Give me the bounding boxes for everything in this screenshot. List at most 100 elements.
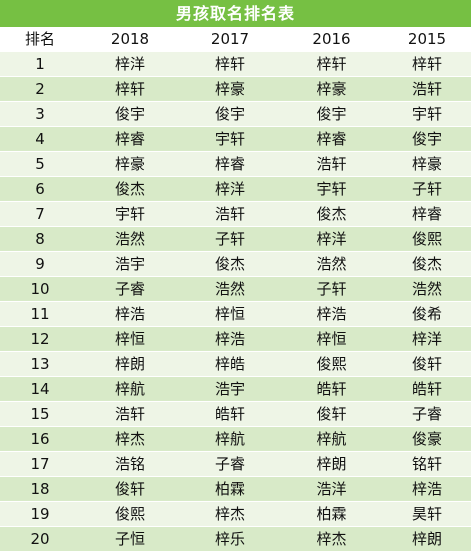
cell-name-2017: 俊宇 [180,102,280,127]
cell-name-2016: 子轩 [280,277,383,302]
cell-name-2017: 梓豪 [180,77,280,102]
cell-name-2018: 梓朗 [80,352,180,377]
cell-name-2018: 宇轩 [80,202,180,227]
cell-rank: 10 [0,277,80,302]
cell-name-2017: 梓洋 [180,177,280,202]
cell-name-2017: 子睿 [180,452,280,477]
header-2017: 2017 [180,27,280,52]
cell-name-2016: 梓豪 [280,77,383,102]
cell-name-2018: 梓浩 [80,302,180,327]
cell-name-2016: 梓浩 [280,302,383,327]
cell-name-2015: 梓睿 [383,202,471,227]
cell-rank: 9 [0,252,80,277]
cell-name-2017: 梓浩 [180,327,280,352]
cell-name-2018: 梓洋 [80,52,180,77]
cell-name-2018: 梓豪 [80,152,180,177]
cell-rank: 5 [0,152,80,177]
cell-name-2017: 宇轩 [180,127,280,152]
cell-name-2017: 子轩 [180,227,280,252]
cell-name-2018: 俊熙 [80,502,180,527]
cell-name-2016: 梓恒 [280,327,383,352]
cell-name-2018: 梓睿 [80,127,180,152]
cell-name-2017: 浩宇 [180,377,280,402]
cell-name-2015: 梓轩 [383,52,471,77]
cell-rank: 19 [0,502,80,527]
cell-name-2016: 浩洋 [280,477,383,502]
cell-rank: 14 [0,377,80,402]
cell-name-2018: 浩轩 [80,402,180,427]
cell-name-2015: 俊轩 [383,352,471,377]
cell-name-2015: 梓豪 [383,152,471,177]
cell-name-2016: 俊熙 [280,352,383,377]
cell-rank: 2 [0,77,80,102]
cell-name-2018: 子恒 [80,527,180,552]
cell-name-2018: 子睿 [80,277,180,302]
cell-name-2016: 柏霖 [280,502,383,527]
cell-name-2015: 浩然 [383,277,471,302]
header-2018: 2018 [80,27,180,52]
cell-rank: 6 [0,177,80,202]
cell-rank: 1 [0,52,80,77]
cell-name-2018: 梓航 [80,377,180,402]
cell-name-2018: 梓轩 [80,77,180,102]
table-grid: 排名 2018 2017 2016 2015 1 梓洋 梓轩 梓轩 梓轩 2 梓轩 梓豪 梓豪浩… [0,27,471,552]
cell-name-2017: 浩轩 [180,202,280,227]
cell-name-2015: 梓朗 [383,527,471,552]
cell-name-2015: 浩轩 [383,77,471,102]
cell-name-2018: 浩铭 [80,452,180,477]
cell-name-2016: 浩轩 [280,152,383,177]
cell-name-2015: 昊轩 [383,502,471,527]
cell-name-2017: 梓轩 [180,52,280,77]
cell-name-2016: 俊宇 [280,102,383,127]
cell-rank: 20 [0,527,80,552]
cell-name-2018: 浩宇 [80,252,180,277]
cell-rank: 8 [0,227,80,252]
table-title: 男孩取名排名表 [0,0,471,27]
cell-name-2018: 俊杰 [80,177,180,202]
cell-rank: 7 [0,202,80,227]
cell-name-2016: 俊轩 [280,402,383,427]
cell-name-2018: 梓恒 [80,327,180,352]
cell-rank: 13 [0,352,80,377]
cell-name-2018: 浩然 [80,227,180,252]
cell-name-2015: 俊宇 [383,127,471,152]
cell-name-2015: 铭轩 [383,452,471,477]
cell-rank: 11 [0,302,80,327]
cell-name-2016: 皓轩 [280,377,383,402]
header-2015: 2015 [383,27,471,52]
cell-name-2018: 俊宇 [80,102,180,127]
cell-name-2015: 俊豪 [383,427,471,452]
cell-rank: 16 [0,427,80,452]
cell-name-2015: 子睿 [383,402,471,427]
cell-name-2015: 俊杰 [383,252,471,277]
cell-name-2017: 梓航 [180,427,280,452]
cell-name-2016: 梓睿 [280,127,383,152]
cell-name-2015: 俊希 [383,302,471,327]
cell-rank: 4 [0,127,80,152]
cell-name-2016: 梓航 [280,427,383,452]
cell-rank: 15 [0,402,80,427]
cell-name-2016: 梓杰 [280,527,383,552]
header-2016: 2016 [280,27,383,52]
cell-name-2015: 宇轩 [383,102,471,127]
cell-name-2015: 俊熙 [383,227,471,252]
cell-name-2018: 梓杰 [80,427,180,452]
cell-name-2017: 梓皓 [180,352,280,377]
cell-name-2015: 子轩 [383,177,471,202]
cell-name-2017: 梓乐 [180,527,280,552]
cell-rank: 12 [0,327,80,352]
cell-name-2016: 浩然 [280,252,383,277]
cell-name-2016: 俊杰 [280,202,383,227]
cell-rank: 18 [0,477,80,502]
header-rank: 排名 [0,27,80,52]
cell-name-2018: 俊轩 [80,477,180,502]
cell-name-2016: 宇轩 [280,177,383,202]
cell-name-2015: 梓洋 [383,327,471,352]
cell-rank: 3 [0,102,80,127]
cell-name-2015: 梓浩 [383,477,471,502]
cell-name-2017: 浩然 [180,277,280,302]
cell-name-2015: 皓轩 [383,377,471,402]
cell-name-2016: 梓洋 [280,227,383,252]
cell-name-2017: 皓轩 [180,402,280,427]
